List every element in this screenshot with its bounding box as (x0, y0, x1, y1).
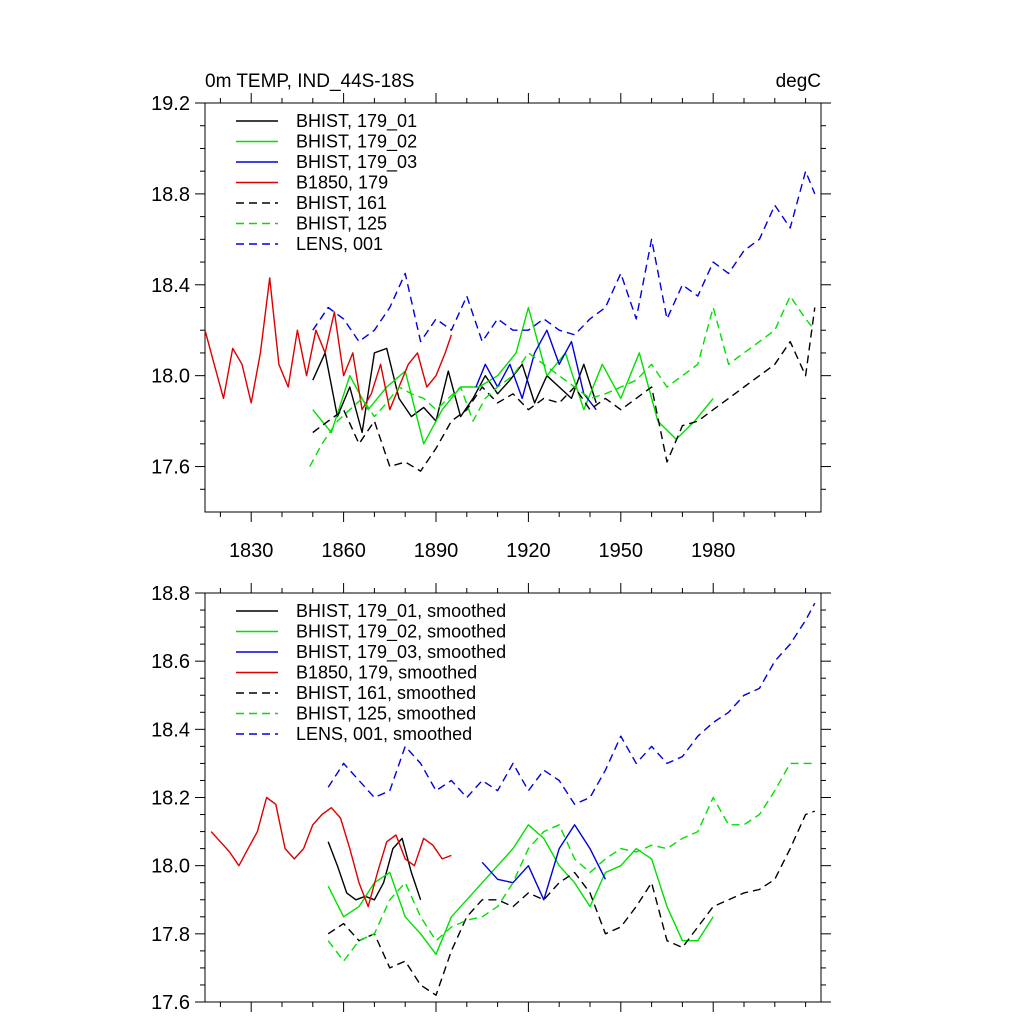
legend-label-1-6: LENS, 001, smoothed (296, 724, 472, 744)
y-tick-label-1-4: 18.4 (151, 719, 190, 741)
bottom-panel: 17.6 17.8 18.0 18.2 18.4 18.6 18.8 BHIST, 179_… (151, 583, 831, 1014)
chart-title: 0m TEMP, IND_44S-18S (205, 71, 414, 92)
legend-label-0-1: BHIST, 179_02 (296, 132, 417, 153)
legend-label-0-2: BHIST, 179_03 (296, 152, 417, 173)
y-tick-label-0-2: 18.4 (151, 275, 190, 297)
y-tick-label-1-5: 18.6 (151, 651, 190, 673)
bottom-panel-x-axis (219, 583, 807, 1012)
x-tick-label-0: 1830 (229, 540, 274, 562)
y-tick-label-0-1: 18.0 (151, 366, 190, 388)
y-tick-label-1-3: 18.2 (151, 788, 190, 810)
series-line-0-0 (312, 347, 597, 434)
x-tick-label-1: 1860 (321, 540, 366, 562)
x-tick-label-3: 1920 (506, 540, 551, 562)
top-panel-x-axis: 1830 1860 1890 1920 1950 1980 (219, 93, 807, 562)
legend-label-0-3: B1850, 179 (296, 173, 388, 193)
legend-label-0-6: LENS, 001 (296, 234, 383, 254)
y-tick-label-1-6: 18.8 (151, 583, 190, 605)
series-line-0-2 (475, 329, 597, 411)
legend-label-1-4: BHIST, 161, smoothed (296, 683, 476, 703)
series-line-1-3 (210, 796, 452, 908)
series-line-0-1 (312, 306, 714, 445)
legend-label-1-2: BHIST, 179_03, smoothed (296, 642, 506, 663)
y-tick-label-1-1: 17.8 (151, 924, 190, 946)
top-panel-y-axis: 17.6 18.0 18.4 18.8 19.2 (151, 93, 831, 490)
x-tick-label-4: 1950 (599, 540, 644, 562)
y-tick-label-0-0: 17.6 (151, 457, 190, 479)
series-line-1-0 (327, 837, 422, 901)
y-tick-label-0-3: 18.8 (151, 184, 190, 206)
series-line-0-4 (312, 307, 816, 472)
legend-label-0-0: BHIST, 179_01 (296, 111, 417, 132)
series-line-1-5 (327, 762, 815, 962)
series-line-0-6 (312, 170, 816, 343)
series-line-0-5 (309, 295, 816, 467)
legend-label-0-5: BHIST, 125 (296, 214, 387, 234)
legend-label-1-3: B1850, 179, smoothed (296, 663, 477, 683)
bottom-panel-plot-area (210, 602, 816, 996)
legend-label-1-0: BHIST, 179_01, smoothed (296, 601, 506, 622)
series-line-1-4 (327, 810, 816, 996)
series-line-1-2 (481, 824, 607, 901)
top-panel: 17.6 18.0 18.4 18.8 19.2 1830 1860 1890 1920 195… (151, 93, 831, 562)
x-tick-label-5: 1980 (691, 540, 736, 562)
bottom-panel-y-axis: 17.6 17.8 18.0 18.2 18.4 18.6 18.8 (151, 583, 831, 1014)
y-tick-label-1-2: 18.0 (151, 856, 190, 878)
legend-label-0-4: BHIST, 161 (296, 193, 387, 213)
series-line-1-6 (327, 602, 816, 805)
series-line-1-1 (327, 824, 714, 955)
series-line-0-3 (204, 277, 453, 411)
legend-label-1-5: BHIST, 125, smoothed (296, 704, 476, 724)
y-tick-label-1-0: 17.6 (151, 992, 190, 1014)
x-tick-label-2: 1890 (414, 540, 459, 562)
legend-label-1-1: BHIST, 179_02, smoothed (296, 622, 506, 643)
y-tick-label-0-4: 19.2 (151, 93, 190, 115)
chart-units: degC (776, 71, 821, 92)
top-panel-plot-area (204, 170, 816, 472)
